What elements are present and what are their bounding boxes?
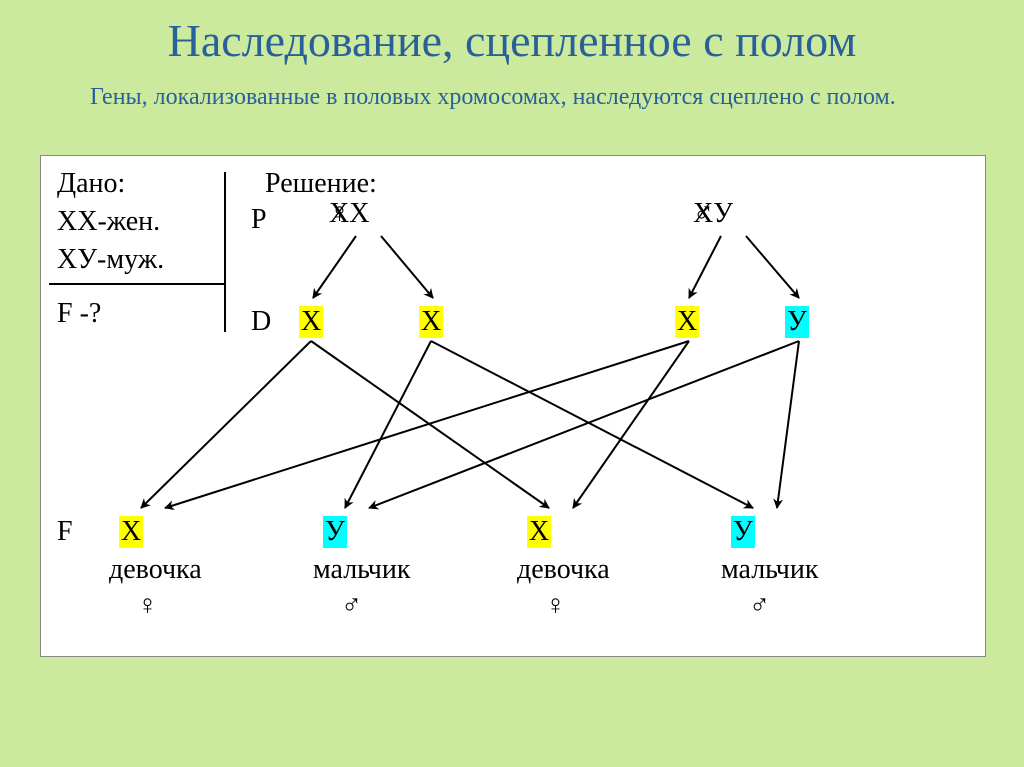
offspring-label: мальчик [721, 554, 818, 586]
given-question: F -? [57, 298, 101, 330]
row-label-p: P [251, 204, 267, 236]
gamete-g1: X [299, 306, 323, 338]
allele: X [527, 516, 551, 548]
allele: У [731, 516, 755, 548]
gamete-g3: X [675, 306, 699, 338]
father-genotype: XУ [693, 198, 733, 230]
row-label-f: F [57, 516, 73, 548]
diagram-canvas: Дано: XX-жен. XУ-муж. F -? Решение: P D … [40, 155, 986, 657]
gamete-g2: X [419, 306, 443, 338]
mother-genotype: XX [329, 198, 369, 230]
solution-header: Решение: [265, 168, 377, 200]
given-header: Дано: [57, 168, 125, 200]
allele: У [323, 516, 347, 548]
allele: X [119, 516, 143, 548]
offspring-label: девочка [517, 554, 610, 586]
slide-title: Наследование, сцепленное с полом [0, 14, 1024, 67]
row-label-d: D [251, 306, 271, 338]
given-line-2: XУ-муж. [57, 244, 164, 276]
given-line-1: XX-жен. [57, 206, 160, 238]
slide: Наследование, сцепленное с полом Гены, л… [0, 0, 1024, 767]
offspring-label: девочка [109, 554, 202, 586]
female-symbol-icon: ♀ [137, 590, 158, 622]
male-symbol-icon: ♂ [341, 590, 362, 622]
male-symbol-icon: ♂ [749, 590, 770, 622]
slide-subtitle: Гены, локализованные в половых хромосома… [90, 84, 964, 111]
female-symbol-icon: ♀ [545, 590, 566, 622]
offspring-label: мальчик [313, 554, 410, 586]
gamete-g4: У [785, 306, 809, 338]
